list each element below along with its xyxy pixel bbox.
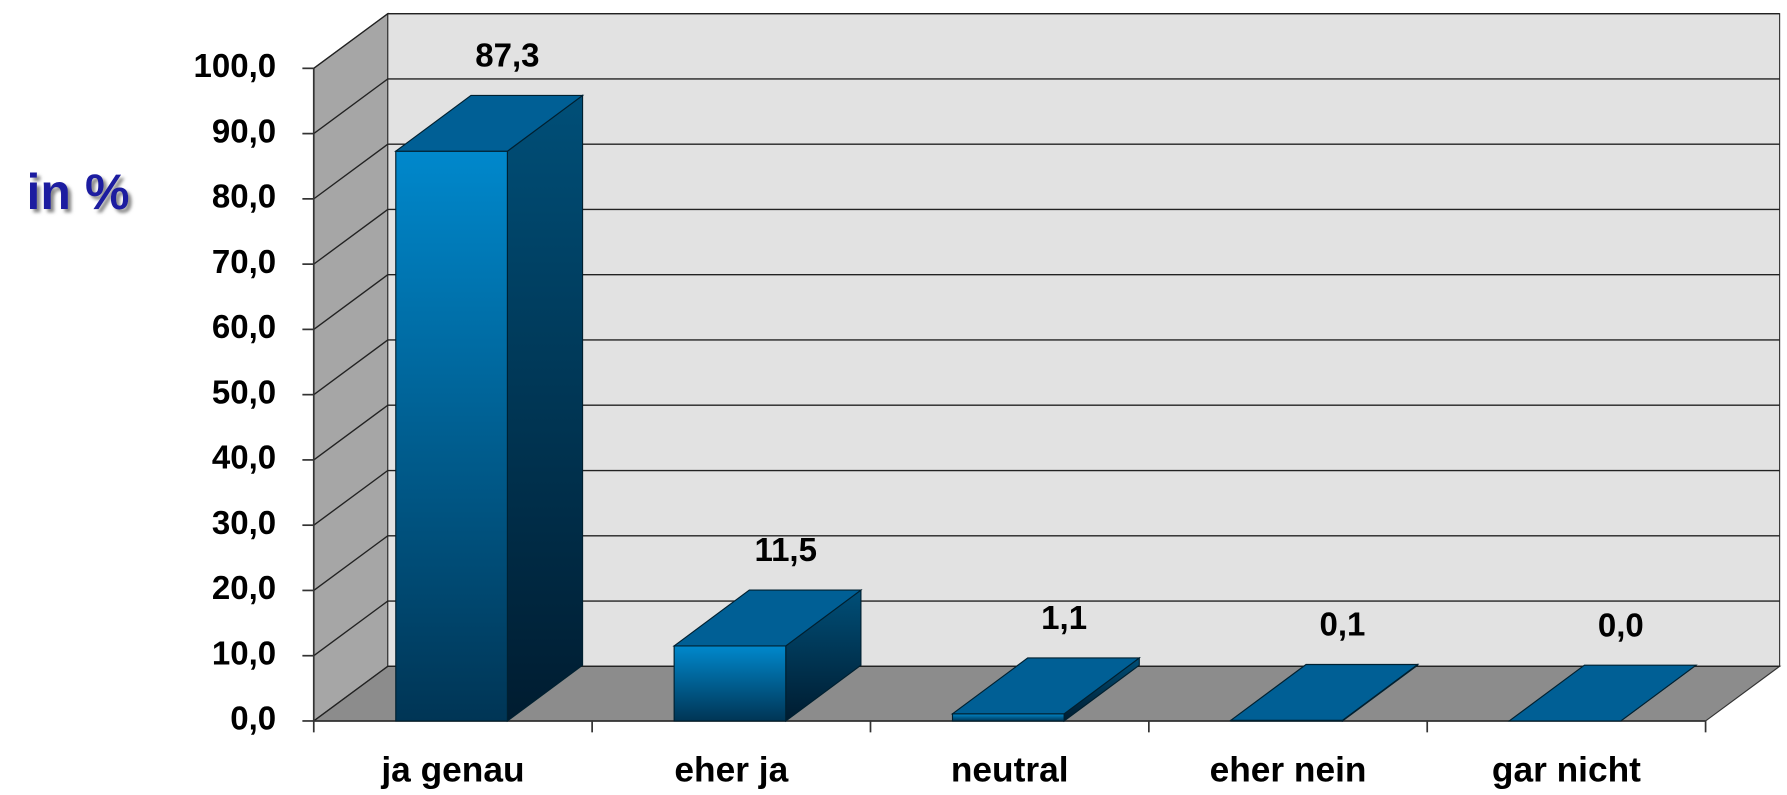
bar-top — [672, 589, 863, 647]
bar-side — [506, 94, 584, 723]
grid-line — [313, 339, 389, 396]
y-tick-label: 80,0 — [212, 178, 276, 215]
y-tick-label: 70,0 — [212, 243, 276, 280]
grid-line — [313, 404, 389, 461]
x-tick-label: gar nicht — [1492, 751, 1641, 790]
value-label: 0,1 — [1320, 606, 1366, 643]
y-tick-label: 20,0 — [212, 569, 276, 606]
value-label: 0,0 — [1598, 606, 1644, 643]
grid-line — [313, 143, 389, 200]
y-tick-label: 40,0 — [212, 439, 276, 476]
grid-line — [313, 274, 389, 330]
grid-line — [313, 600, 389, 657]
value-label: 1,1 — [1041, 599, 1087, 636]
grid-line — [313, 78, 389, 135]
bar-top — [1229, 663, 1420, 721]
grid-line — [313, 535, 389, 591]
bar-top — [1507, 664, 1698, 722]
y-tick-label: 10,0 — [212, 634, 276, 671]
y-axis-label: in % — [26, 164, 129, 220]
value-label: 11,5 — [755, 531, 817, 568]
y-tick-label: 30,0 — [212, 504, 276, 541]
x-tick-label: ja genau — [380, 751, 524, 790]
bar — [951, 713, 1065, 722]
x-tick-label: eher ja — [674, 751, 788, 790]
bar-top — [394, 94, 585, 152]
bar — [673, 645, 787, 722]
bar — [395, 150, 508, 722]
grid-line — [313, 208, 389, 265]
grid-line — [313, 665, 389, 722]
value-label: 87,3 — [475, 37, 539, 74]
grid-line — [313, 469, 389, 526]
bar-top — [950, 657, 1142, 715]
x-tick-label: eher nein — [1210, 751, 1367, 790]
y-tick-label: 60,0 — [212, 308, 276, 345]
y-tick-label: 50,0 — [212, 373, 276, 410]
x-tick-label: neutral — [951, 751, 1069, 790]
grid-line — [313, 13, 389, 69]
y-tick-label: 0,0 — [230, 700, 276, 737]
y-tick-label: 90,0 — [212, 112, 276, 149]
y-tick-label: 100,0 — [194, 47, 277, 84]
